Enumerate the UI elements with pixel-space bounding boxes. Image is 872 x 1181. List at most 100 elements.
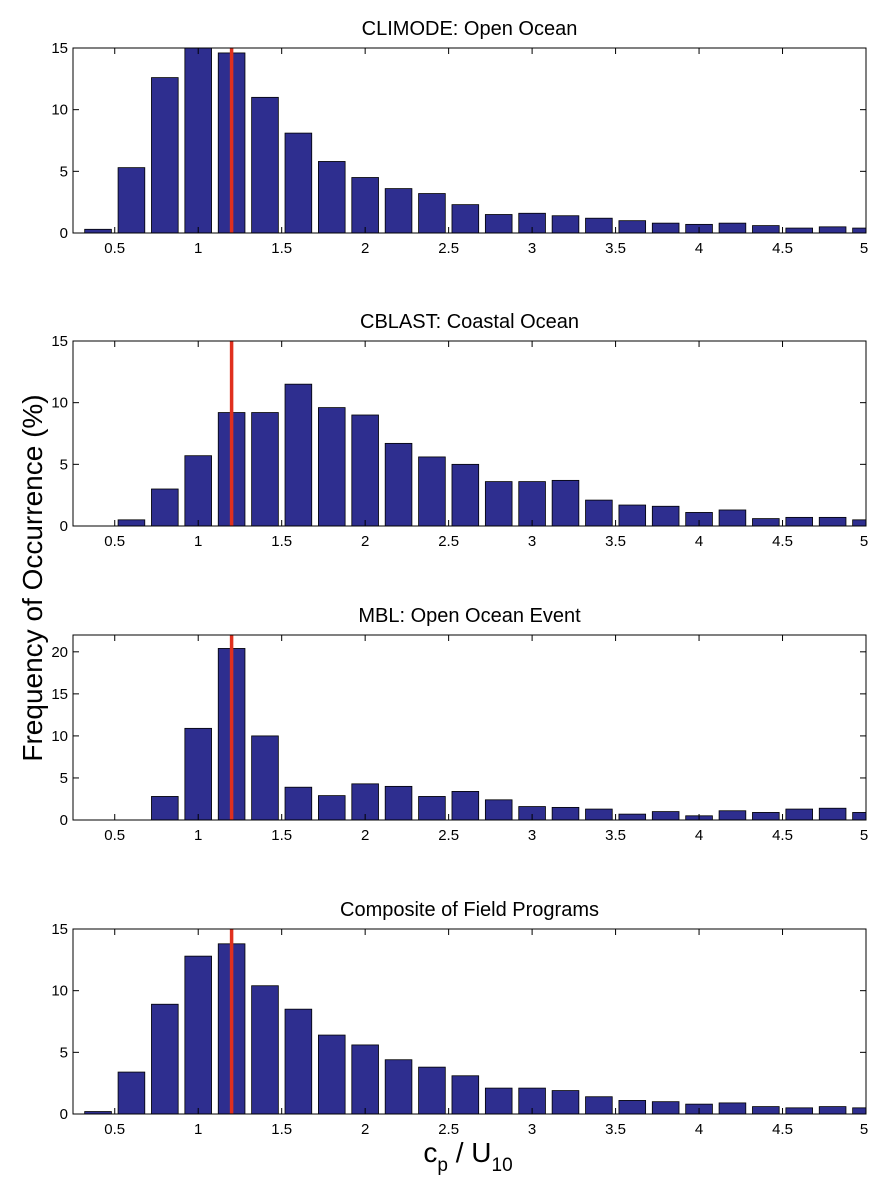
bar bbox=[351, 1044, 379, 1114]
x-tick-label: 0.5 bbox=[104, 827, 125, 844]
y-tick-label: 15 bbox=[51, 333, 68, 350]
x-tick-label: 2.5 bbox=[438, 827, 459, 844]
bar bbox=[718, 810, 747, 820]
axes-box bbox=[72, 928, 867, 1115]
y-tick-label: 0 bbox=[60, 518, 68, 535]
bar bbox=[551, 215, 580, 233]
x-axis-label-sub-10: 10 bbox=[492, 1155, 513, 1176]
bar bbox=[484, 1087, 513, 1114]
y-tick-label: 15 bbox=[51, 40, 68, 57]
bars bbox=[84, 943, 866, 1114]
chart-panel-2: CBLAST: Coastal Ocean 0.5 1 1.5 2 2.5 3 3.5 4 4.5… bbox=[51, 311, 868, 550]
axes-box bbox=[72, 634, 867, 821]
bar bbox=[151, 488, 179, 526]
bar bbox=[251, 985, 279, 1114]
bar bbox=[117, 519, 146, 526]
x-tick-label: 2 bbox=[361, 533, 369, 550]
bar bbox=[151, 1003, 179, 1114]
y-tick-label: 10 bbox=[51, 728, 68, 745]
bar bbox=[384, 188, 413, 233]
bar bbox=[785, 227, 813, 233]
bar bbox=[551, 479, 580, 526]
x-tick-label: 5 bbox=[860, 1121, 868, 1138]
bar bbox=[651, 505, 680, 526]
axes-box bbox=[72, 340, 867, 527]
bar bbox=[484, 481, 513, 526]
bar bbox=[852, 812, 866, 820]
bar bbox=[852, 519, 866, 526]
x-tick-label: 2.5 bbox=[438, 533, 459, 550]
bar bbox=[418, 193, 446, 233]
y-tick-label: 0 bbox=[60, 812, 68, 829]
bar bbox=[318, 161, 346, 233]
bar bbox=[685, 512, 713, 526]
bar bbox=[117, 1071, 146, 1114]
x-tick-label: 4.5 bbox=[772, 533, 793, 550]
x-tick-label: 2.5 bbox=[438, 240, 459, 257]
bar bbox=[484, 799, 513, 820]
bar bbox=[818, 516, 847, 526]
panels: CLIMODE: Open Ocean 0.5 1 1.5 2 2.5 3 3.5 4 4.5 5 0… bbox=[51, 18, 868, 1138]
x-tick-label: 3 bbox=[528, 1121, 536, 1138]
x-tick-label: 5 bbox=[860, 533, 868, 550]
bar bbox=[551, 806, 580, 820]
y-tick-label: 0 bbox=[60, 1106, 68, 1123]
bar bbox=[451, 791, 480, 820]
bar bbox=[752, 518, 780, 526]
x-tick-label: 4 bbox=[695, 240, 703, 257]
y-tick-label: 5 bbox=[60, 163, 68, 180]
bar bbox=[618, 1100, 647, 1114]
y-tick-label: 15 bbox=[51, 686, 68, 703]
bar bbox=[418, 796, 446, 820]
chart-title: Composite of Field Programs bbox=[340, 899, 599, 921]
x-tick-label: 4 bbox=[695, 1121, 703, 1138]
bar bbox=[251, 735, 279, 820]
bars bbox=[117, 383, 866, 526]
y-tick-label: 0 bbox=[60, 225, 68, 242]
bar bbox=[284, 132, 313, 233]
chart-panel-3: MBL: Open Ocean Event 0.5 1 1.5 2 2.5 3 3.5 4 4.5… bbox=[51, 605, 868, 844]
bar bbox=[618, 813, 647, 820]
bar bbox=[718, 222, 747, 233]
y-tick-label: 5 bbox=[60, 456, 68, 473]
x-axis-label-mid: / U bbox=[448, 1137, 492, 1168]
x-tick-label: 1.5 bbox=[271, 240, 292, 257]
x-tick-label: 3.5 bbox=[605, 240, 626, 257]
x-tick-label: 1.5 bbox=[271, 533, 292, 550]
bar bbox=[351, 783, 379, 820]
chart-title: CLIMODE: Open Ocean bbox=[362, 18, 578, 40]
bar bbox=[384, 785, 413, 820]
bar bbox=[451, 204, 480, 233]
x-tick-label: 4 bbox=[695, 827, 703, 844]
chart-title: CBLAST: Coastal Ocean bbox=[360, 311, 579, 333]
bar bbox=[384, 442, 413, 526]
axes-box bbox=[72, 47, 867, 234]
x-tick-label: 2.5 bbox=[438, 1121, 459, 1138]
bar bbox=[818, 1106, 847, 1114]
bar bbox=[284, 786, 313, 820]
bar bbox=[852, 227, 866, 233]
bar bbox=[318, 407, 346, 526]
x-tick-label: 5 bbox=[860, 827, 868, 844]
x-tick-label: 4.5 bbox=[772, 1121, 793, 1138]
y-axis-label: Frequency of Occurrence (%) bbox=[17, 394, 48, 761]
bar bbox=[752, 1106, 780, 1114]
x-tick-label: 5 bbox=[860, 240, 868, 257]
bar bbox=[585, 499, 613, 526]
y-tick-label: 15 bbox=[51, 921, 68, 938]
bar bbox=[518, 806, 546, 820]
y-tick-label: 20 bbox=[51, 644, 68, 661]
bar bbox=[585, 1096, 613, 1114]
x-tick-label: 0.5 bbox=[104, 1121, 125, 1138]
bar bbox=[585, 217, 613, 233]
x-tick-label: 0.5 bbox=[104, 533, 125, 550]
y-tick-label: 5 bbox=[60, 1044, 68, 1061]
bar bbox=[318, 795, 346, 820]
bar bbox=[518, 481, 546, 526]
x-tick-label: 2 bbox=[361, 240, 369, 257]
bar bbox=[818, 807, 847, 820]
x-tick-label: 3.5 bbox=[605, 827, 626, 844]
bars bbox=[84, 48, 866, 233]
x-tick-label: 2 bbox=[361, 827, 369, 844]
